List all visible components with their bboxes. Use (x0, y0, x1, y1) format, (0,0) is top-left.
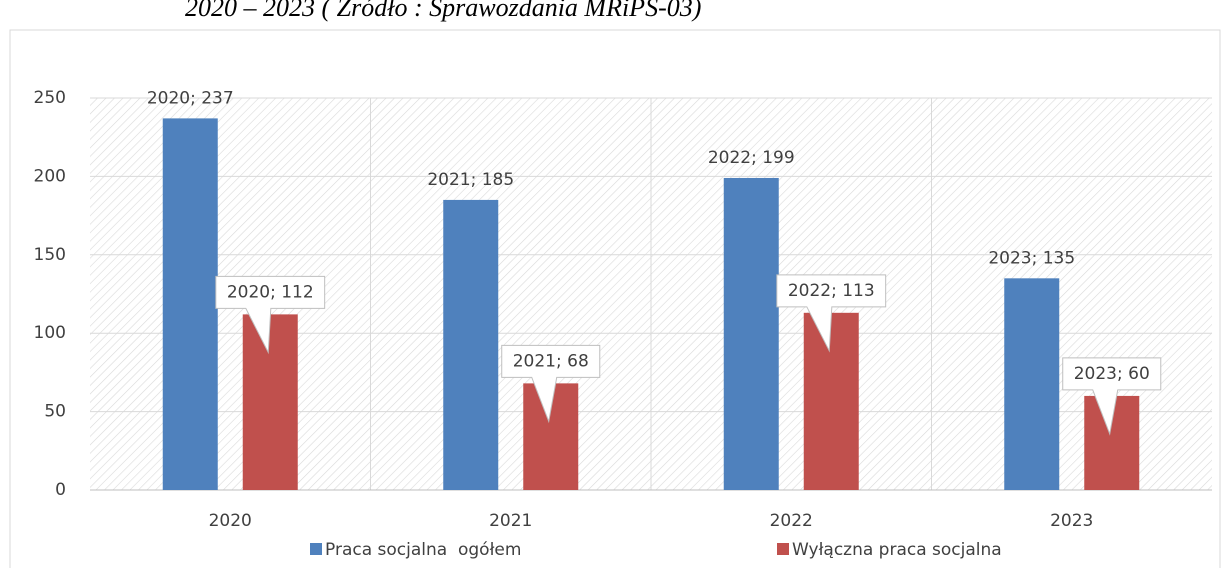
legend-label: Wyłączna praca socjalna (792, 540, 1002, 560)
bar (242, 314, 298, 490)
y-tick-label: 150 (34, 245, 66, 265)
data-label: 2021; 68 (513, 351, 589, 371)
data-label: 2023; 60 (1074, 364, 1150, 384)
data-label: 2022; 113 (788, 281, 875, 301)
callout (215, 275, 326, 355)
data-label: 2020; 237 (147, 88, 234, 108)
data-label: 2022; 199 (708, 148, 795, 168)
legend-label: Praca socjalna ogółem (325, 540, 521, 560)
bar (803, 312, 859, 490)
x-tick-label: 2020 (209, 511, 252, 531)
y-tick-label: 0 (55, 480, 66, 500)
data-label: 2020; 112 (227, 282, 314, 302)
bar (1004, 278, 1060, 490)
bar (723, 177, 779, 490)
y-tick-label: 50 (44, 402, 66, 422)
legend-swatch (310, 543, 322, 555)
callout (776, 274, 887, 353)
y-tick-label: 250 (34, 88, 66, 108)
legend-swatch (777, 543, 789, 555)
y-tick-label: 100 (34, 323, 66, 343)
x-tick-label: 2022 (770, 511, 813, 531)
callout (1062, 357, 1162, 436)
bar (443, 199, 499, 491)
y-tick-label: 200 (34, 166, 66, 186)
chart-frame (9, 29, 1221, 568)
x-tick-label: 2021 (489, 511, 532, 531)
bar (162, 118, 218, 490)
chart-title: 2020 – 2023 ( Źródło : Sprawozdania MRiP… (185, 0, 701, 22)
callout (501, 344, 601, 424)
data-label: 2023; 135 (988, 248, 1075, 268)
data-label: 2021; 185 (427, 170, 514, 190)
x-tick-label: 2023 (1050, 511, 1093, 531)
